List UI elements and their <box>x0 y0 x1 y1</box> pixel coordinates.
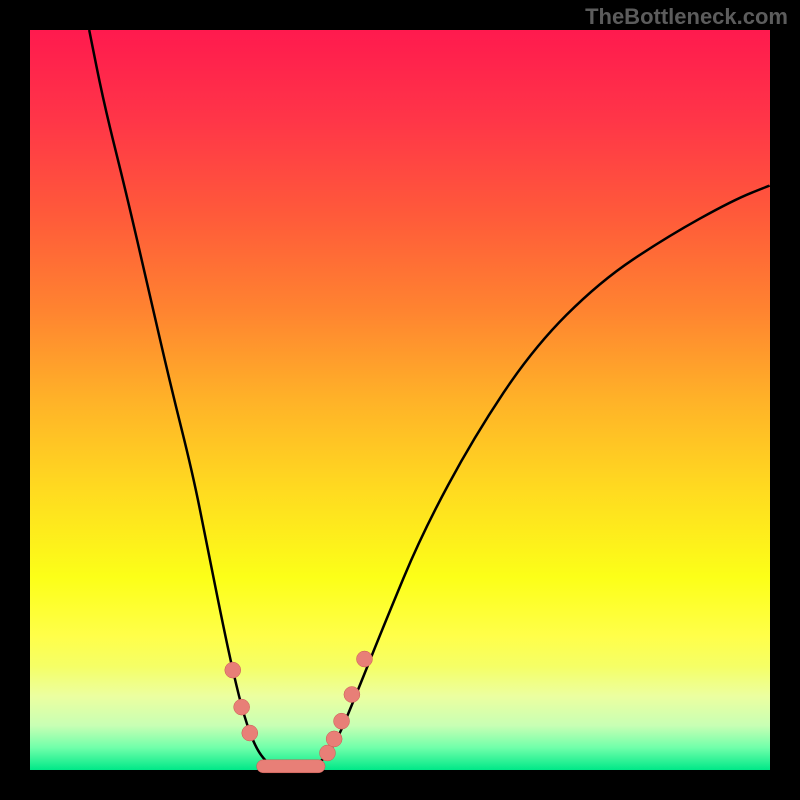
marker-right-4 <box>356 651 372 667</box>
marker-right-3 <box>344 687 360 703</box>
marker-left-1 <box>234 699 250 715</box>
gradient-background <box>30 30 770 770</box>
marker-bottom-capsule <box>257 760 326 773</box>
marker-right-1 <box>326 731 342 747</box>
marker-left-0 <box>225 662 241 678</box>
marker-left-2 <box>242 725 258 741</box>
marker-right-2 <box>334 713 350 729</box>
marker-right-0 <box>319 745 335 761</box>
chart-frame: TheBottleneck.com <box>0 0 800 800</box>
chart-svg <box>0 0 800 800</box>
